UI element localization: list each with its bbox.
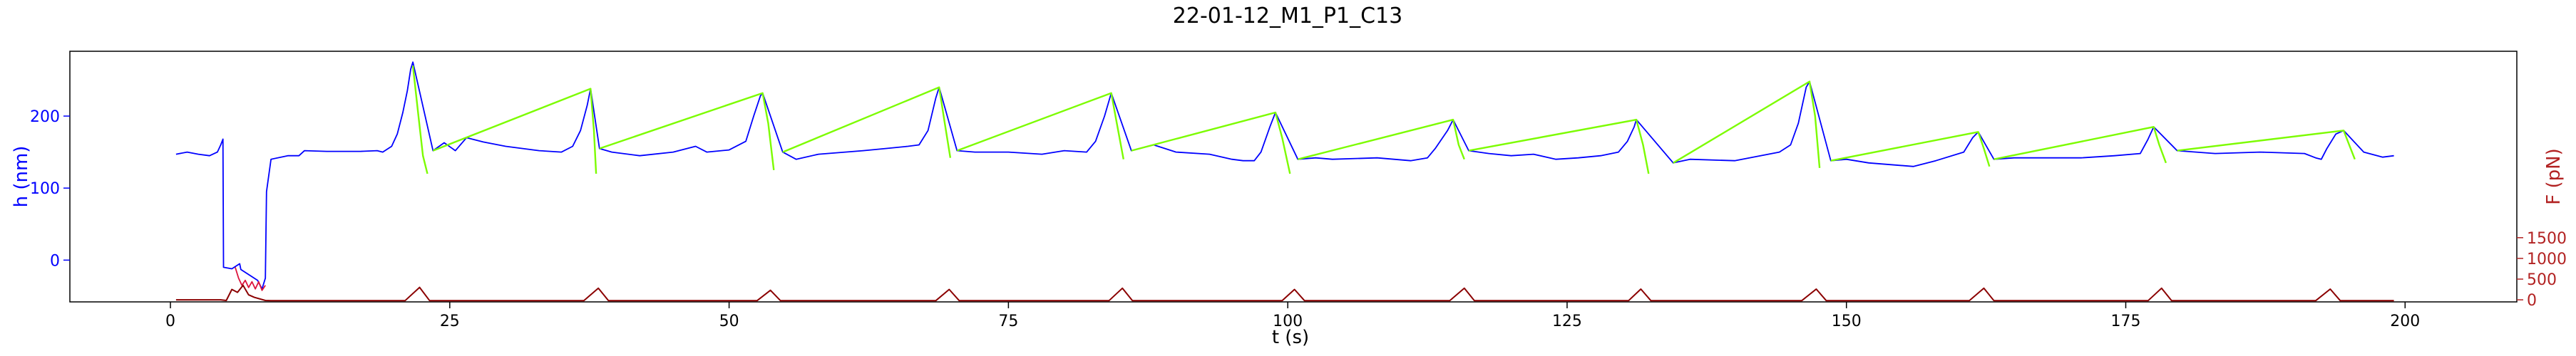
x-tick-label: 125	[1552, 313, 1582, 330]
x-tick-label: 150	[1832, 313, 1862, 330]
series-line-height-relaxation	[956, 92, 1124, 159]
plot-area	[69, 51, 2518, 303]
x-tick-label: 25	[440, 313, 460, 330]
series-line-height-relaxation	[1993, 126, 2167, 164]
chart-title: 22-01-12_M1_P1_C13	[1173, 4, 1402, 28]
y-right-tick-label: 500	[2527, 271, 2557, 289]
plot-frame	[69, 51, 2518, 303]
y-left-tick-label: 0	[50, 252, 60, 270]
x-tick-label: 0	[165, 313, 175, 330]
y-axis-left-label: h (nm)	[11, 146, 32, 208]
series-line-height-relaxation	[1468, 118, 1650, 174]
x-axis-label: t (s)	[1272, 327, 1309, 348]
series-line-height-relaxation	[1131, 111, 1291, 174]
series-line-height-relaxation	[411, 66, 429, 174]
y-axis-right: 0 500 1000 1500	[2517, 230, 2567, 310]
x-axis: 0 25 50 75 100 125 150 175 200	[165, 302, 2420, 330]
x-tick-label: 100	[1273, 313, 1303, 330]
y-left-tick-label: 200	[30, 108, 60, 126]
x-tick-label: 175	[2111, 313, 2141, 330]
series-line-height-baseline	[175, 61, 2394, 290]
y-right-tick-label: 1500	[2527, 230, 2567, 248]
series-line-height-relaxation	[432, 88, 597, 174]
x-tick-label: 200	[2390, 313, 2420, 330]
y-axis-right-label: F (pN)	[2543, 148, 2565, 204]
y-right-tick-label: 1000	[2527, 251, 2567, 268]
series-line-height-relaxation	[1830, 131, 1991, 167]
series-line-height-contact	[235, 267, 266, 291]
series-line-height-relaxation	[2177, 130, 2356, 160]
y-axis-left: 0 100 200	[30, 108, 70, 270]
x-tick-label: 50	[719, 313, 739, 330]
series-line-height-relaxation	[599, 92, 775, 171]
series-layer	[175, 61, 2394, 302]
y-right-tick-label: 0	[2527, 292, 2537, 310]
series-line-force	[175, 284, 2394, 302]
x-tick-label: 75	[998, 313, 1018, 330]
series-line-height-relaxation	[782, 86, 952, 158]
y-left-tick-label: 100	[30, 180, 60, 198]
series-line-height-relaxation	[1298, 118, 1465, 160]
series-line-height-relaxation	[1673, 80, 1821, 169]
